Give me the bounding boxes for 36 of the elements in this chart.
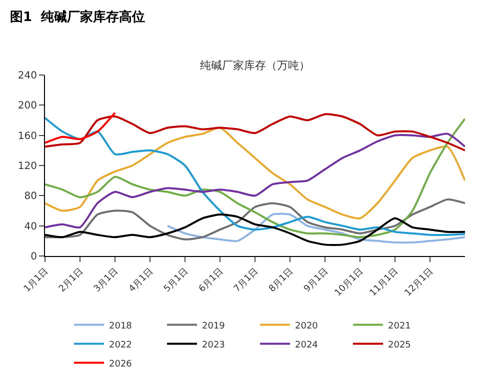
- x-tick-label: 6月1日: [197, 266, 226, 294]
- legend-label: 2019: [202, 321, 226, 332]
- line-series: [45, 113, 465, 152]
- x-tick-label: 2月1日: [57, 266, 86, 294]
- x-tick-label: 1月1日: [22, 266, 50, 294]
- x-tick-label: 3月1日: [92, 266, 120, 294]
- line-series: [45, 132, 465, 229]
- y-tick-label: 240: [18, 70, 37, 82]
- legend-label: 2024: [295, 340, 318, 350]
- line-series: [45, 198, 465, 240]
- y-tick-label: 120: [18, 161, 37, 172]
- x-tick-label: 9月1日: [302, 266, 330, 294]
- legend-label: 2018: [109, 321, 132, 332]
- y-tick-label: 160: [18, 130, 37, 142]
- chart-title: 图1 纯碱厂家库存高位: [10, 8, 146, 25]
- legend-label: 2021: [388, 321, 411, 332]
- legend-label: 2025: [388, 340, 411, 350]
- x-tick-label: 11月1日: [368, 266, 400, 298]
- chart-subtitle: 纯碱厂家库存（万吨）: [200, 59, 310, 72]
- legend-label: 2026: [109, 359, 132, 370]
- y-tick-label: 200: [18, 100, 37, 112]
- x-tick-label: 5月1日: [162, 266, 190, 294]
- line-series: [45, 126, 465, 220]
- x-tick-label: 4月1日: [127, 266, 156, 294]
- line-series: [45, 112, 116, 144]
- x-tick-label: 8月1日: [267, 266, 296, 294]
- x-tick-label: 10月1日: [333, 266, 366, 298]
- x-tick-label: 12月1日: [403, 266, 436, 298]
- y-tick-label: 80: [24, 191, 37, 202]
- y-tick-label: 40: [24, 221, 37, 232]
- x-tick-label: 7月1日: [232, 266, 260, 294]
- legend-label: 2023: [202, 340, 225, 350]
- legend-label: 2020: [295, 321, 318, 332]
- legend-label: 2022: [109, 340, 132, 350]
- y-tick-label: 0: [30, 252, 37, 262]
- line-series: [166, 212, 465, 244]
